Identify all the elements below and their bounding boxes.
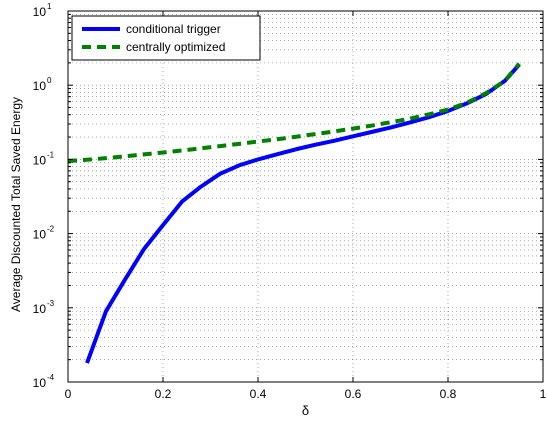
y-tick-label: 10 xyxy=(33,302,47,316)
series-layer xyxy=(67,62,521,364)
y-tick-label-exponent: 0 xyxy=(47,76,52,85)
legend-label-2: centrally optimized xyxy=(126,40,225,54)
y-tick-label-exponent: -2 xyxy=(47,225,55,234)
y-tick-label: 10 xyxy=(33,5,47,19)
y-tick-label: 10 xyxy=(33,79,47,93)
y-tick-label-exponent: -3 xyxy=(47,299,55,308)
x-tick-label: 0 xyxy=(65,387,72,401)
y-tick-label-exponent: -1 xyxy=(47,150,55,159)
y-tick-label: 10 xyxy=(33,153,47,167)
plot-frame xyxy=(67,10,544,383)
legend: conditional trigger centrally optimized xyxy=(71,15,261,61)
grid xyxy=(68,11,543,382)
y-axis-label: Average Discounted Total Saved Energy xyxy=(9,97,23,312)
x-axis-label: δ xyxy=(302,403,309,418)
x-tick-label: 0.2 xyxy=(155,387,172,401)
y-tick-label: 10 xyxy=(33,376,47,390)
x-tick-label: 0.4 xyxy=(250,387,267,401)
x-tick-label: 0.6 xyxy=(345,387,362,401)
y-tick-label-exponent: 1 xyxy=(47,2,52,11)
x-tick-label: 0.8 xyxy=(440,387,457,401)
series-line-2 xyxy=(67,62,521,164)
series-line-1 xyxy=(85,63,521,364)
y-tick-label: 10 xyxy=(33,228,47,242)
y-tick-label-exponent: -4 xyxy=(47,373,55,382)
ticks xyxy=(67,10,544,383)
legend-label-1: conditional trigger xyxy=(126,22,221,36)
legend-box xyxy=(71,15,261,61)
x-tick-label: 1 xyxy=(540,387,547,401)
